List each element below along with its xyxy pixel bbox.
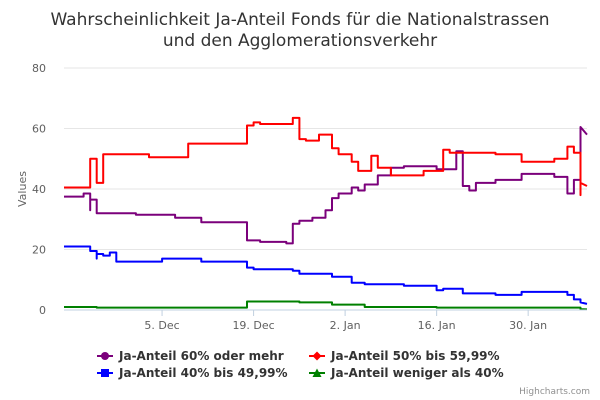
series-line-1 xyxy=(64,126,588,245)
chart-title-line-1: Wahrscheinlichkeit Ja-Anteil Fonds für d… xyxy=(50,10,549,30)
legend-item-4[interactable]: Ja-Anteil weniger als 40% xyxy=(309,366,504,380)
legend-item-3[interactable]: Ja-Anteil 40% bis 49,99% xyxy=(97,366,288,380)
credits-link[interactable]: Highcharts.com xyxy=(519,387,590,397)
legend-triangle-icon xyxy=(312,368,322,377)
x-axis-ticks: 5. Dec 19. Dec 2. Jan 16. Jan 30. Jan xyxy=(144,310,547,332)
legend-label: Ja-Anteil 60% oder mehr xyxy=(118,349,284,363)
series-lines xyxy=(64,116,588,311)
y-axis-ticks: 0 20 40 60 80 xyxy=(32,62,46,317)
legend-item-2[interactable]: Ja-Anteil 50% bis 59,99% xyxy=(309,349,500,363)
y-tick-label: 80 xyxy=(32,62,46,75)
y-tick-label: 40 xyxy=(32,183,46,196)
x-tick-label: 30. Jan xyxy=(509,319,547,332)
chart-title-line-2: und den Agglomerationsverkehr xyxy=(163,31,437,51)
legend-label: Ja-Anteil 50% bis 59,99% xyxy=(330,349,500,363)
legend-diamond-icon xyxy=(312,351,322,361)
legend-square-icon xyxy=(101,369,109,377)
x-tick-label: 2. Jan xyxy=(330,319,361,332)
y-tick-label: 0 xyxy=(39,304,46,317)
y-tick-label: 60 xyxy=(32,123,46,136)
legend-label: Ja-Anteil weniger als 40% xyxy=(330,366,504,380)
legend[interactable]: Ja-Anteil 60% oder mehr Ja-Anteil 50% bis… xyxy=(97,349,504,380)
y-gridlines xyxy=(64,67,587,250)
x-tick-label: 5. Dec xyxy=(144,319,179,332)
legend-label: Ja-Anteil 40% bis 49,99% xyxy=(118,366,288,380)
x-tick-label: 16. Jan xyxy=(418,319,456,332)
legend-item-1[interactable]: Ja-Anteil 60% oder mehr xyxy=(97,349,284,363)
series-line-2 xyxy=(64,116,588,197)
series-line-4 xyxy=(64,300,588,311)
legend-circle-icon xyxy=(101,352,109,360)
y-tick-label: 20 xyxy=(32,244,46,257)
series-line-3 xyxy=(64,245,588,305)
y-axis-title: Values xyxy=(16,171,29,207)
x-tick-label: 19. Dec xyxy=(232,319,274,332)
